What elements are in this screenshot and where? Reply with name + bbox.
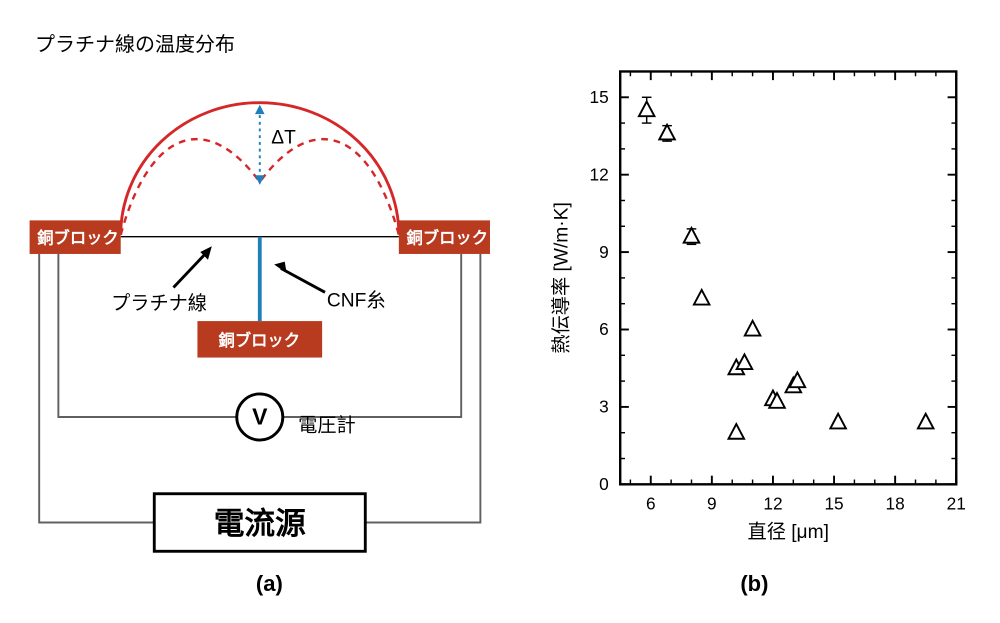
svg-text:6: 6	[646, 493, 656, 513]
svg-text:熱伝導率 [W/m·K]: 熱伝導率 [W/m·K]	[550, 202, 572, 353]
svg-text:CNF糸: CNF糸	[327, 290, 386, 312]
svg-text:9: 9	[707, 493, 717, 513]
scatter-chart: 6 9 12 15 18 21 0 3 6 9 12 15 直径 [μm] 熱伝導率 [W/m·K]	[529, 20, 980, 603]
svg-text:12: 12	[589, 164, 608, 184]
svg-text:銅ブロック: 銅ブロック	[219, 331, 300, 350]
caption-b: (b)	[740, 571, 768, 597]
svg-text:12: 12	[763, 493, 782, 513]
svg-text:6: 6	[599, 319, 609, 339]
diagram-svg: ΔT銅ブロック銅ブロック銅ブロックプラチナ線CNF糸V電圧計電流源	[20, 20, 519, 603]
svg-text:15: 15	[824, 493, 843, 513]
chart-panel-b: 6 9 12 15 18 21 0 3 6 9 12 15 直径 [μm] 熱伝導率 [W/m·K] (b…	[529, 20, 980, 603]
svg-text:15: 15	[589, 87, 608, 107]
svg-text:プラチナ線: プラチナ線	[111, 293, 207, 315]
svg-text:ΔT: ΔT	[271, 128, 296, 149]
diagram-panel-a: プラチナ線の温度分布 ΔT銅ブロック銅ブロック銅ブロックプラチナ線CNF糸V電圧…	[20, 20, 519, 603]
svg-text:9: 9	[599, 242, 609, 262]
caption-a: (a)	[256, 571, 283, 597]
svg-text:0: 0	[599, 474, 609, 494]
svg-text:電流源: 電流源	[214, 506, 306, 541]
svg-text:電圧計: 電圧計	[298, 414, 356, 436]
svg-text:3: 3	[599, 397, 609, 417]
svg-text:銅ブロック: 銅ブロック	[407, 228, 488, 247]
svg-text:V: V	[252, 404, 268, 430]
svg-text:18: 18	[885, 493, 904, 513]
svg-text:銅ブロック: 銅ブロック	[37, 228, 118, 247]
svg-text:21: 21	[946, 493, 965, 513]
svg-text:直径 [μm]: 直径 [μm]	[747, 521, 828, 543]
